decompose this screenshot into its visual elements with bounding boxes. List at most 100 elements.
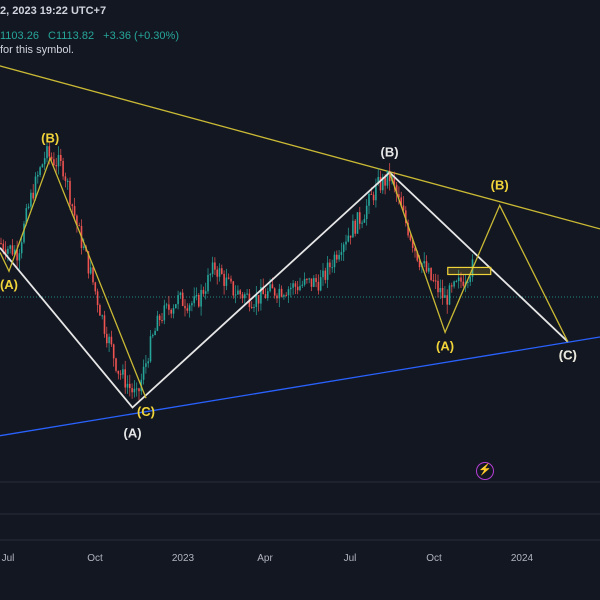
wave-label-c-yellow: (C) [559, 348, 577, 363]
candle-body [225, 277, 228, 286]
candle-body [395, 184, 398, 195]
candle-body [462, 281, 465, 286]
candle-body [46, 146, 48, 159]
candle-body [0, 243, 2, 244]
candle-body [285, 295, 287, 297]
candle-body [292, 283, 294, 288]
candle-body [60, 154, 62, 161]
candle-body [301, 284, 304, 286]
candle-body [221, 268, 223, 274]
candle-body [354, 220, 356, 234]
candle-body [434, 280, 437, 282]
candle-body [379, 176, 382, 191]
candle-body [317, 281, 320, 291]
candle-body [209, 274, 212, 276]
candle-body [441, 287, 444, 298]
candle-body [425, 261, 428, 272]
candle-body [444, 295, 446, 298]
candle-body [340, 252, 343, 255]
candle-body [20, 242, 23, 254]
candle-body [53, 159, 55, 166]
trendline-blue [0, 336, 600, 437]
x-tick-label: 2023 [171, 553, 195, 564]
candle-body [161, 319, 163, 321]
candle-body [154, 330, 156, 336]
candle-body [177, 295, 179, 305]
candle-body [359, 212, 361, 224]
candle-body [207, 274, 209, 292]
candle-body [329, 262, 331, 268]
candle-body [126, 383, 129, 388]
candle-body [184, 305, 186, 309]
candle-body [23, 223, 25, 243]
candle-body [322, 270, 324, 278]
candle-body [338, 254, 340, 260]
candle-body [30, 192, 32, 207]
candle-body [168, 304, 170, 310]
candle-body [138, 388, 140, 392]
candle-body [253, 306, 255, 308]
candle-body [191, 303, 193, 306]
candle-body [7, 248, 9, 254]
lightning-icon[interactable]: ⚡ [476, 462, 494, 480]
candle-body [76, 215, 78, 226]
ohlc-close: C1113.82 [48, 30, 95, 42]
candle-body [405, 210, 407, 223]
candle-body [283, 295, 285, 297]
candle-body [455, 281, 458, 283]
candle-body [152, 335, 154, 337]
candle-body [99, 305, 101, 316]
candle-body [345, 241, 347, 245]
candle-body [411, 240, 414, 248]
candle-body [336, 254, 338, 260]
candle-body [453, 281, 455, 287]
candle-body [303, 278, 306, 285]
candle-body [370, 193, 373, 195]
candle-body [232, 281, 235, 296]
candle-body [255, 295, 258, 307]
candle-body [78, 225, 80, 227]
candle-body [25, 208, 28, 224]
candle-body [244, 294, 246, 299]
candle-body [234, 294, 237, 296]
candle-body [106, 333, 108, 344]
candle-body [418, 260, 421, 268]
candle-body [165, 304, 168, 306]
candle-body [175, 304, 177, 309]
candle-body [296, 286, 299, 291]
candle-body [181, 292, 184, 306]
wave-path-white-0 [0, 171, 569, 409]
target-zone-box [447, 266, 492, 276]
candle-body [131, 388, 133, 393]
candle-body [34, 176, 37, 199]
candle-body [112, 344, 115, 359]
candle-body [133, 388, 136, 393]
candle-body [172, 308, 175, 314]
candle-body [71, 204, 74, 207]
candle-body [117, 370, 120, 374]
candle-body [315, 278, 317, 282]
candle-body [62, 160, 64, 177]
candle-body [124, 369, 126, 388]
candle-body [96, 291, 99, 306]
candle-body [264, 294, 267, 299]
candle-body [377, 176, 379, 184]
candle-body [110, 336, 113, 345]
candle-body [372, 194, 375, 201]
candle-body [246, 293, 248, 295]
header-datetime: 2, 2023 19:22 UTC+7 [0, 5, 107, 17]
candle-body [349, 235, 352, 238]
candle-body [170, 309, 172, 314]
candle-body [41, 164, 44, 168]
candle-body [423, 261, 425, 264]
candle-body [2, 243, 5, 250]
candle-body [32, 192, 34, 199]
candle-body [18, 253, 21, 261]
wave-path-yellow-2 [388, 172, 569, 342]
candle-body [460, 277, 462, 282]
candle-body [108, 336, 110, 344]
candle-body [179, 292, 182, 296]
candle-body [16, 249, 18, 261]
candle-body [352, 220, 354, 238]
